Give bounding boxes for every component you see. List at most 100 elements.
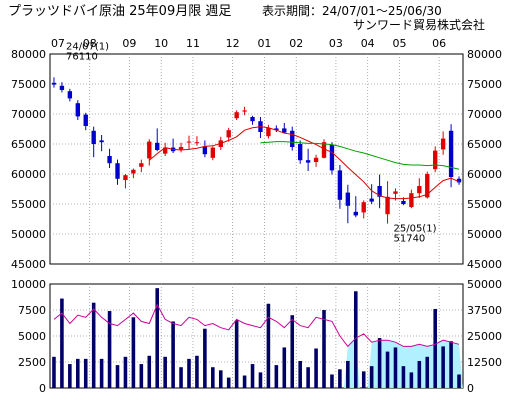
candle-body: [186, 141, 192, 143]
volume-bar: [226, 377, 231, 388]
month-label: 11: [186, 37, 200, 50]
candle-body: [234, 112, 239, 119]
month-label: 02: [289, 37, 303, 50]
volume-bar: [171, 321, 175, 388]
moving-average-long: [260, 141, 460, 170]
month-label: 12: [226, 37, 240, 50]
candle-body: [290, 130, 295, 147]
candle-body: [99, 140, 104, 143]
open-interest-line: [53, 303, 460, 348]
volume-bar: [417, 360, 422, 388]
candle-body: [425, 174, 430, 198]
volume-bar: [76, 358, 80, 388]
volume-bar: [369, 366, 374, 388]
candle-body: [162, 147, 168, 154]
annotation-date: 24/07(1): [66, 41, 109, 52]
volume-bar: [393, 347, 398, 388]
price-tick-right: 50000: [467, 228, 502, 241]
volume-bar: [457, 374, 461, 388]
volume-bar: [282, 347, 287, 388]
candle-body: [305, 160, 311, 163]
candle-body: [409, 193, 414, 207]
price-right-axis: 45000 50000 55000 60000 65000 70000 75000 80000: [467, 48, 502, 271]
candle-body: [448, 130, 454, 177]
open-interest-tick: 12500: [467, 356, 502, 369]
price-tick-left: 55000: [11, 198, 46, 211]
volume-bar: [258, 372, 263, 388]
volume-bar: [338, 369, 342, 388]
open-interest-right-axis: 0 12500 25000 37500 50000: [467, 278, 502, 395]
volume-bar: [298, 360, 302, 388]
month-label: 07: [51, 37, 65, 50]
candle-body: [440, 138, 446, 150]
volume-tick: 2500: [18, 356, 46, 369]
volume-left-axis: 0 2500 5000 7500 10000: [11, 278, 46, 395]
price-frame: [49, 53, 464, 265]
annotation-value: 76110: [66, 51, 98, 62]
volume-grid: [50, 284, 463, 388]
candle-body: [178, 147, 184, 150]
volume-bar: [195, 355, 199, 388]
price-tick-left: 80000: [11, 48, 46, 61]
volume-bar: [187, 358, 191, 388]
open-interest-tick: 37500: [467, 304, 502, 317]
month-label: 08: [83, 37, 97, 50]
volume-tick: 0: [39, 382, 46, 395]
volume-bar: [107, 311, 112, 388]
price-tick-right: 70000: [467, 108, 502, 121]
volume-bar: [234, 320, 239, 388]
volume-tick: 5000: [18, 330, 46, 343]
volume-bar: [60, 298, 64, 388]
month-label: 09: [122, 37, 136, 50]
volume-bar: [203, 328, 207, 388]
month-label: 06: [432, 37, 446, 50]
candle-body: [67, 91, 73, 99]
volume-bar: [91, 302, 96, 388]
price-panel: 45000 50000 55000 60000 65000 70000 75000 80000…: [11, 41, 502, 271]
volume-bar: [52, 356, 56, 388]
volume-bar: [401, 366, 406, 388]
candle-body: [139, 163, 144, 167]
volume-bar: [322, 310, 326, 388]
publisher-name: サンワード貿易株式会社: [353, 17, 485, 32]
volume-bar: [115, 365, 120, 388]
candle-body: [456, 178, 462, 183]
moving-average-short: [148, 126, 460, 200]
candle-body: [353, 211, 358, 216]
month-label: 03: [329, 37, 343, 50]
open-interest-tick: 0: [467, 382, 474, 395]
volume-bar: [218, 370, 223, 388]
month-label: 04: [361, 37, 375, 50]
price-grid: [50, 54, 463, 264]
volume-bar: [163, 356, 167, 388]
candle-body: [155, 142, 160, 150]
volume-bar: [306, 367, 310, 388]
volume-bars: [52, 288, 461, 388]
price-tick-left: 65000: [11, 138, 46, 151]
price-tick-left: 75000: [11, 78, 46, 91]
candle-body: [377, 186, 382, 197]
volume-bar: [346, 360, 350, 388]
volume-bar: [179, 367, 183, 388]
display-period: 表示期間：24/07/01～25/06/30: [262, 4, 442, 18]
volume-bar: [314, 348, 318, 388]
candle-body: [297, 144, 303, 161]
volume-bar: [274, 365, 279, 388]
volume-bar: [290, 315, 295, 388]
candle-body: [226, 130, 231, 138]
volume-panel: 0 2500 5000 7500 10000 0 12500 25000 37500 50000: [11, 278, 502, 395]
price-tick-right: 65000: [467, 138, 502, 151]
candle-body: [282, 128, 287, 133]
volume-bar: [139, 364, 144, 388]
candle-body: [321, 142, 327, 158]
month-label: 01: [257, 37, 271, 50]
candle-body: [107, 156, 112, 164]
month-label: 05: [392, 37, 406, 50]
volume-bar: [250, 364, 255, 388]
candle-body: [274, 128, 279, 131]
candle-body: [131, 169, 136, 174]
price-tick-left: 70000: [11, 108, 46, 121]
candle-body: [417, 186, 422, 194]
annotation-value: 51740: [393, 234, 425, 245]
